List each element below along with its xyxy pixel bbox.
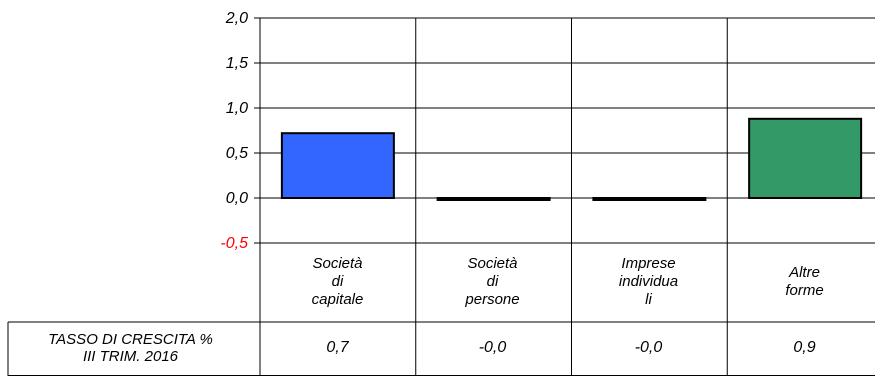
table-value: 0,7 bbox=[326, 339, 349, 356]
table-row-header: TASSO DI CRESCITA % III TRIM. 2016 bbox=[48, 331, 213, 365]
y-tick-label: 0,5 bbox=[226, 145, 248, 162]
table-value: 0,9 bbox=[793, 339, 816, 356]
y-tick-label: 1,5 bbox=[226, 55, 248, 72]
category-label: Società di persone bbox=[465, 255, 520, 308]
y-tick-label: 0,0 bbox=[226, 190, 248, 207]
category-label: Imprese individua li bbox=[618, 255, 679, 308]
bar bbox=[748, 117, 863, 199]
y-tick-label: 1,0 bbox=[226, 100, 248, 117]
bar bbox=[280, 132, 395, 199]
bar bbox=[436, 197, 551, 201]
y-tick-label: -0,5 bbox=[220, 235, 248, 252]
table-value: -0,0 bbox=[634, 339, 663, 356]
y-tick-label: 2,0 bbox=[225, 10, 248, 27]
category-label: Altre forme bbox=[785, 264, 824, 299]
bar bbox=[592, 197, 707, 201]
category-label: Società di capitale bbox=[311, 255, 364, 308]
table-value: -0,0 bbox=[478, 339, 507, 356]
